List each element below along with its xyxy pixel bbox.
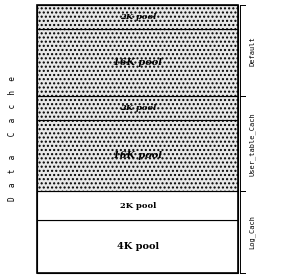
- Bar: [37, 6, 238, 29]
- Bar: [37, 220, 238, 272]
- Text: Log_Cach: Log_Cach: [249, 215, 256, 249]
- Bar: [37, 96, 238, 120]
- Text: Default: Default: [249, 36, 255, 66]
- Text: 4K pool: 4K pool: [117, 242, 159, 251]
- Bar: [37, 120, 238, 192]
- Text: D  a  t  a    C  a  c  h  e: D a t a C a c h e: [9, 76, 17, 202]
- Text: 2K pool: 2K pool: [119, 104, 156, 112]
- Text: User_table_Cach: User_table_Cach: [249, 112, 256, 176]
- Bar: [37, 6, 238, 272]
- Text: 16K pool: 16K pool: [113, 58, 162, 67]
- Text: 2K pool: 2K pool: [119, 13, 156, 21]
- Text: 16K pool: 16K pool: [113, 151, 162, 160]
- Bar: [37, 192, 238, 220]
- Text: 2K pool: 2K pool: [119, 202, 156, 210]
- Bar: [37, 29, 238, 96]
